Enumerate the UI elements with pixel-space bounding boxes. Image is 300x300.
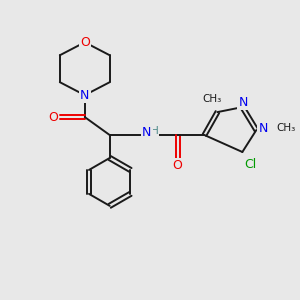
Text: Cl: Cl (244, 158, 256, 172)
Text: O: O (172, 160, 182, 172)
Text: N: N (80, 88, 89, 102)
Text: O: O (48, 111, 58, 124)
Text: N: N (142, 125, 151, 139)
Text: CH₃: CH₃ (203, 94, 222, 104)
Text: H: H (151, 126, 158, 136)
Text: CH₃: CH₃ (276, 123, 296, 133)
Text: O: O (80, 36, 90, 49)
Text: N: N (259, 122, 268, 135)
Text: N: N (239, 96, 248, 109)
